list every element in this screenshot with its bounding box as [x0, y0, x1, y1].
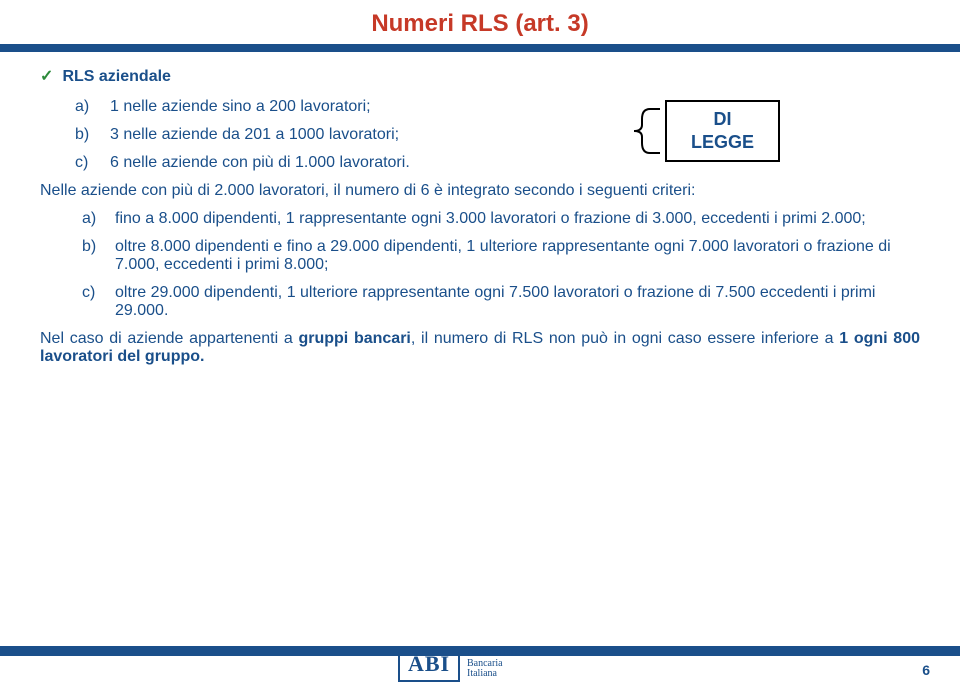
list-item: a) 1 nelle aziende sino a 200 lavoratori… [40, 98, 920, 116]
check-icon: ✓ [40, 66, 58, 86]
list-text: 1 nelle aziende sino a 200 lavoratori; [110, 98, 920, 116]
list-item: b) oltre 8.000 dipendenti e fino a 29.00… [40, 238, 920, 274]
slide-title: Numeri RLS (art. 3) [0, 10, 960, 38]
final-mid: , il numero di RLS non può in ogni caso … [411, 330, 839, 347]
list-item: c) 6 nelle aziende con più di 1.000 lavo… [40, 154, 920, 172]
list-text: oltre 8.000 dipendenti e fino a 29.000 d… [115, 238, 920, 274]
list-marker: c) [40, 284, 115, 320]
list-text: fino a 8.000 dipendenti, 1 rappresentant… [115, 210, 920, 228]
final-prefix: Nel caso di aziende appartenenti a [40, 330, 298, 347]
abi-logo-text: Associazione Bancaria Italiana [467, 648, 520, 680]
list-text: oltre 29.000 dipendenti, 1 ulteriore rap… [115, 284, 920, 320]
bracket-icon [632, 105, 660, 157]
list-text: 3 nelle aziende da 201 a 1000 lavoratori… [110, 126, 920, 144]
abi-logo-mark: ABI [398, 646, 460, 682]
list-item: c) oltre 29.000 dipendenti, 1 ulteriore … [40, 284, 920, 320]
paragraph-criteria: Nelle aziende con più di 2.000 lavorator… [40, 182, 920, 200]
abi-logo: ABI Associazione Bancaria Italiana [398, 644, 562, 684]
logo-line-3: Italiana [467, 669, 520, 680]
list-marker: a) [40, 210, 115, 228]
list-marker: c) [40, 154, 110, 172]
list-item: a) fino a 8.000 dipendenti, 1 rappresent… [40, 210, 920, 228]
callout-line-1: DI [691, 108, 754, 131]
slide-body: ✓ RLS aziendale a) 1 nelle aziende sino … [0, 52, 960, 366]
list-item: b) 3 nelle aziende da 201 a 1000 lavorat… [40, 126, 920, 144]
list-marker: b) [40, 238, 115, 274]
final-paragraph: Nel caso di aziende appartenenti a grupp… [40, 330, 920, 366]
list-text: 6 nelle aziende con più di 1.000 lavorat… [110, 154, 920, 172]
final-bold-1: gruppi bancari [298, 330, 410, 347]
legal-callout: DI LEGGE [665, 100, 780, 162]
section-heading: RLS aziendale [62, 68, 170, 85]
criteria-list: a) fino a 8.000 dipendenti, 1 rappresent… [40, 210, 920, 320]
page-number: 6 [922, 662, 930, 678]
section-heading-row: ✓ RLS aziendale [40, 66, 920, 86]
primary-list: a) 1 nelle aziende sino a 200 lavoratori… [40, 98, 920, 172]
list-marker: a) [40, 98, 110, 116]
list-marker: b) [40, 126, 110, 144]
title-rule [0, 44, 960, 52]
callout-line-2: LEGGE [691, 131, 754, 154]
